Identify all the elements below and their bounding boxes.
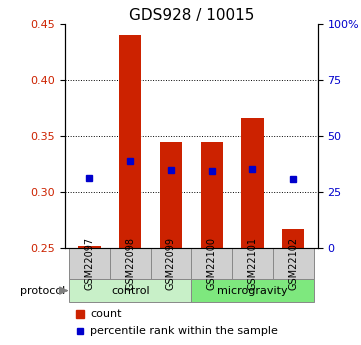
Text: GSM22102: GSM22102 (288, 237, 298, 290)
Text: microgravity: microgravity (217, 286, 288, 296)
Bar (78, 246, 101, 248)
Text: GSM22101: GSM22101 (248, 237, 257, 290)
Bar (69, 279, 191, 302)
Text: percentile rank within the sample: percentile rank within the sample (90, 326, 278, 336)
Bar (151, 248, 191, 278)
Bar (200, 142, 223, 248)
Text: GSM22099: GSM22099 (166, 237, 176, 290)
Bar (160, 142, 182, 248)
Bar (191, 248, 232, 278)
Bar (191, 279, 314, 302)
Bar (232, 248, 273, 278)
Text: GSM22100: GSM22100 (207, 237, 217, 290)
Text: control: control (111, 286, 149, 296)
Text: protocol: protocol (20, 286, 65, 296)
Bar (282, 229, 304, 248)
Bar (110, 248, 151, 278)
Text: GSM22097: GSM22097 (84, 237, 95, 290)
Text: count: count (90, 309, 122, 319)
Bar (119, 35, 142, 248)
Title: GDS928 / 10015: GDS928 / 10015 (129, 8, 254, 23)
Bar (241, 118, 264, 248)
Text: GSM22098: GSM22098 (125, 237, 135, 290)
Bar (69, 248, 110, 278)
Bar (273, 248, 314, 278)
